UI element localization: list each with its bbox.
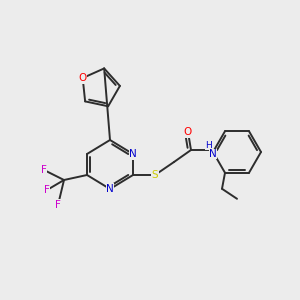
Text: F: F: [41, 165, 47, 175]
Text: O: O: [79, 73, 87, 83]
Text: N: N: [129, 149, 137, 159]
Text: O: O: [184, 127, 192, 137]
Text: S: S: [152, 170, 158, 180]
Text: N: N: [209, 149, 217, 159]
Text: F: F: [44, 185, 50, 195]
Text: N: N: [106, 184, 114, 194]
Text: H: H: [206, 140, 212, 149]
Text: F: F: [55, 200, 61, 210]
